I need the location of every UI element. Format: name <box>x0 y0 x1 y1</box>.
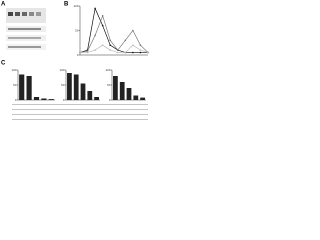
point <box>101 15 104 17</box>
point <box>101 24 104 27</box>
band <box>8 28 41 30</box>
y-tick-label: 50 <box>75 28 79 32</box>
point <box>124 39 127 42</box>
bar <box>140 97 145 100</box>
bar <box>26 76 32 100</box>
panel-label: C <box>1 61 6 67</box>
point <box>94 49 96 51</box>
point <box>124 51 127 54</box>
y-tick-label: 50 <box>61 83 65 87</box>
y-tick-label: 100 <box>73 4 78 8</box>
band <box>8 46 41 48</box>
bar <box>33 97 40 100</box>
band <box>8 37 41 39</box>
panel-label: B <box>64 2 69 8</box>
y-tick-label: 0 <box>77 53 79 57</box>
band <box>8 12 13 16</box>
bar <box>87 91 93 100</box>
point <box>94 7 96 10</box>
line <box>79 7 148 53</box>
panel-label: A <box>1 2 6 8</box>
y-tick-label: 100 <box>105 68 110 72</box>
band <box>36 12 41 16</box>
point <box>139 44 142 46</box>
y-tick-label: 0 <box>109 98 111 102</box>
point <box>79 51 81 54</box>
point <box>101 44 104 46</box>
bar <box>48 99 54 100</box>
line <box>80 44 149 53</box>
line <box>79 14 149 53</box>
point <box>132 51 134 54</box>
western-blot <box>6 8 46 50</box>
point <box>94 34 96 37</box>
bar <box>126 88 132 100</box>
y-tick-label: 100 <box>59 68 64 72</box>
band <box>22 12 27 16</box>
y-tick-label: 100 <box>11 68 16 72</box>
point <box>86 51 89 54</box>
bar <box>41 98 47 100</box>
band <box>29 12 34 16</box>
figure: A B C 0 50 100 0 50 100 0 50 100 0 50 100 <box>1 2 149 120</box>
bar <box>133 95 139 100</box>
bar <box>94 97 99 100</box>
point <box>132 29 134 32</box>
y-tick-label: 0 <box>63 98 65 102</box>
condition-table <box>12 104 148 120</box>
y-tick-label: 0 <box>15 98 17 102</box>
y-tick-label: 50 <box>13 83 17 87</box>
row-rule <box>12 114 148 115</box>
row-rule <box>12 119 148 120</box>
bar <box>67 73 72 100</box>
point <box>109 44 112 46</box>
row-rule <box>12 109 148 110</box>
point <box>132 44 134 46</box>
point <box>109 39 112 42</box>
point <box>139 51 142 54</box>
y-tick-label: 50 <box>107 83 111 87</box>
point <box>116 49 119 51</box>
point <box>86 50 89 52</box>
point <box>139 49 142 51</box>
bar <box>80 83 86 100</box>
bar <box>73 74 79 100</box>
point <box>147 51 149 54</box>
row-rule <box>12 104 148 105</box>
point <box>109 49 112 51</box>
bar <box>19 74 25 100</box>
point <box>116 51 119 54</box>
band <box>15 12 20 16</box>
bar <box>119 82 125 100</box>
bar <box>113 76 118 100</box>
